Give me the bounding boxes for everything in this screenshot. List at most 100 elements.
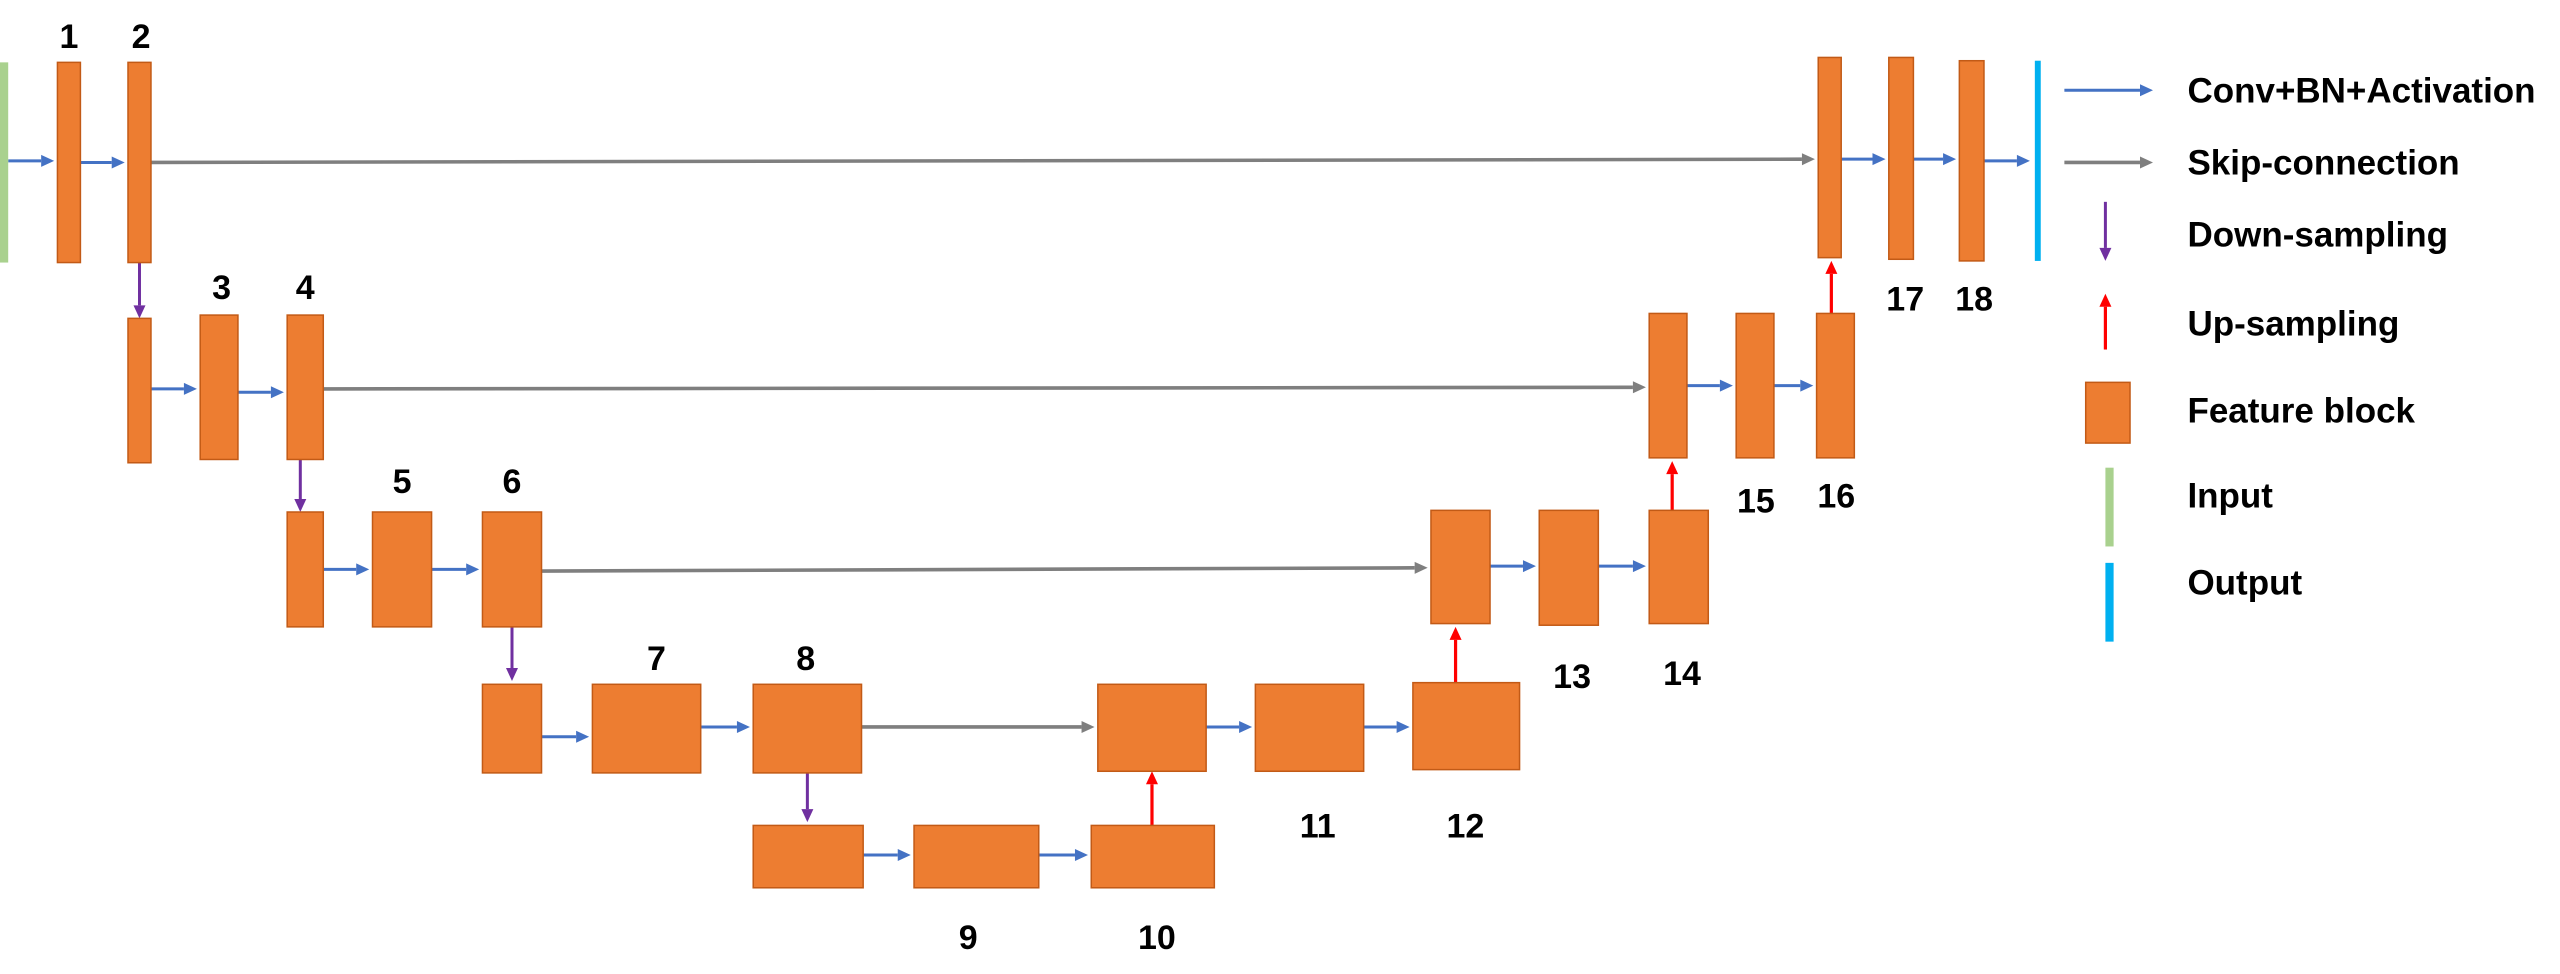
feature-block xyxy=(127,61,152,264)
skip-arrow xyxy=(150,153,1815,166)
conv-arrow xyxy=(700,720,750,733)
conv-arrow xyxy=(1686,379,1733,392)
conv-arrow xyxy=(150,382,197,395)
input-bar-icon xyxy=(2105,467,2114,547)
legend-item: Output xyxy=(2105,562,2302,642)
conv-arrow xyxy=(1983,154,2030,167)
legend-item: Skip-connection xyxy=(2064,143,2460,182)
conv-arrow xyxy=(1841,153,1886,166)
feature-block xyxy=(913,824,1040,889)
block-number-label: 12 xyxy=(1446,807,1484,845)
legend-label: Up-sampling xyxy=(2187,304,2399,343)
feature-block-icon xyxy=(2084,381,2131,444)
feature-block xyxy=(752,683,863,774)
feature-block xyxy=(1888,56,1915,261)
legend-label: Conv+BN+Activation xyxy=(2187,71,2535,110)
feature-block xyxy=(752,824,864,889)
legend: Conv+BN+Activation Skip-connection Down-sa… xyxy=(2064,71,2536,642)
conv-arrow xyxy=(1363,720,1410,733)
conv-arrow xyxy=(541,730,590,743)
feature-block xyxy=(481,683,543,774)
block-number-label: 9 xyxy=(959,919,978,957)
legend-item: Conv+BN+Activation xyxy=(2064,71,2536,110)
feature-block xyxy=(1958,59,1985,262)
up-arrow xyxy=(1666,461,1679,511)
block-number-label: 2 xyxy=(132,18,151,56)
feature-block xyxy=(1648,509,1710,625)
block-number-label: 15 xyxy=(1737,483,1775,521)
block-number-label: 7 xyxy=(647,640,666,678)
block-number-label: 18 xyxy=(1955,281,1993,319)
conv-arrow xyxy=(80,156,125,169)
skip-arrow xyxy=(541,561,1428,574)
feature-block xyxy=(591,683,702,774)
feature-block xyxy=(56,61,82,264)
down-arrow-icon xyxy=(2099,201,2112,261)
block-number-label: 10 xyxy=(1138,919,1176,957)
legend-item: Input xyxy=(2105,467,2273,547)
block-number-label: 16 xyxy=(1817,478,1855,516)
down-arrow xyxy=(801,772,814,823)
feature-block xyxy=(199,314,239,461)
down-arrow xyxy=(133,262,146,319)
legend-label: Skip-connection xyxy=(2187,143,2459,182)
output-bar xyxy=(2034,60,2041,261)
block-number-label: 5 xyxy=(393,463,412,501)
feature-block xyxy=(1735,312,1775,459)
feature-block xyxy=(127,317,152,464)
block-number-label: 4 xyxy=(296,269,315,307)
down-arrow xyxy=(294,459,307,512)
conv-arrow xyxy=(431,563,480,576)
feature-block xyxy=(286,314,325,461)
feature-block xyxy=(481,511,543,628)
conv-arrow xyxy=(1913,153,1957,166)
conv-arrow xyxy=(8,154,55,167)
feature-block xyxy=(1538,509,1600,626)
legend-label: Output xyxy=(2187,564,2302,603)
conv-arrow xyxy=(863,848,911,861)
legend-label: Input xyxy=(2187,477,2273,516)
block-number-label: 8 xyxy=(796,640,815,678)
skip-arrow xyxy=(861,720,1095,733)
conv-arrow xyxy=(323,563,370,576)
up-arrow-icon xyxy=(2099,293,2112,350)
legend-item: Feature block xyxy=(2084,381,2416,444)
feature-block xyxy=(1097,683,1207,773)
skip-arrow xyxy=(323,381,1646,394)
arrows-layer xyxy=(8,153,2030,861)
block-number-label: 14 xyxy=(1663,655,1701,693)
input-bar xyxy=(0,62,9,263)
conv-arrow xyxy=(1206,720,1253,733)
feature-block xyxy=(1648,312,1688,459)
conv-arrow xyxy=(1038,848,1088,861)
block-number-label: 11 xyxy=(1300,807,1336,845)
skip-arrow-icon xyxy=(2064,156,2153,169)
legend-label: Down-sampling xyxy=(2187,216,2448,255)
conv-arrow xyxy=(1598,560,1646,573)
block-number-label: 3 xyxy=(212,269,231,307)
feature-block xyxy=(1412,681,1521,771)
conv-arrow-icon xyxy=(2064,84,2153,97)
block-number-label: 17 xyxy=(1886,281,1924,319)
down-arrow xyxy=(505,626,518,682)
conv-arrow xyxy=(1490,560,1536,573)
block-number-label: 1 xyxy=(59,18,78,56)
feature-block xyxy=(1430,509,1491,625)
feature-block xyxy=(371,511,433,628)
feature-block xyxy=(1254,683,1365,773)
feature-block xyxy=(1817,56,1842,259)
feature-block xyxy=(1815,312,1856,459)
legend-item: Up-sampling xyxy=(2099,293,2399,350)
legend-label: Feature block xyxy=(2187,391,2415,430)
up-arrow xyxy=(1825,260,1838,314)
output-bar-icon xyxy=(2105,562,2114,642)
feature-block xyxy=(286,511,325,628)
feature-block xyxy=(1090,824,1216,889)
block-number-label: 6 xyxy=(503,463,522,501)
up-arrow xyxy=(1449,626,1462,683)
conv-arrow xyxy=(1773,379,1814,392)
conv-arrow xyxy=(237,386,284,399)
up-arrow xyxy=(1145,771,1158,826)
